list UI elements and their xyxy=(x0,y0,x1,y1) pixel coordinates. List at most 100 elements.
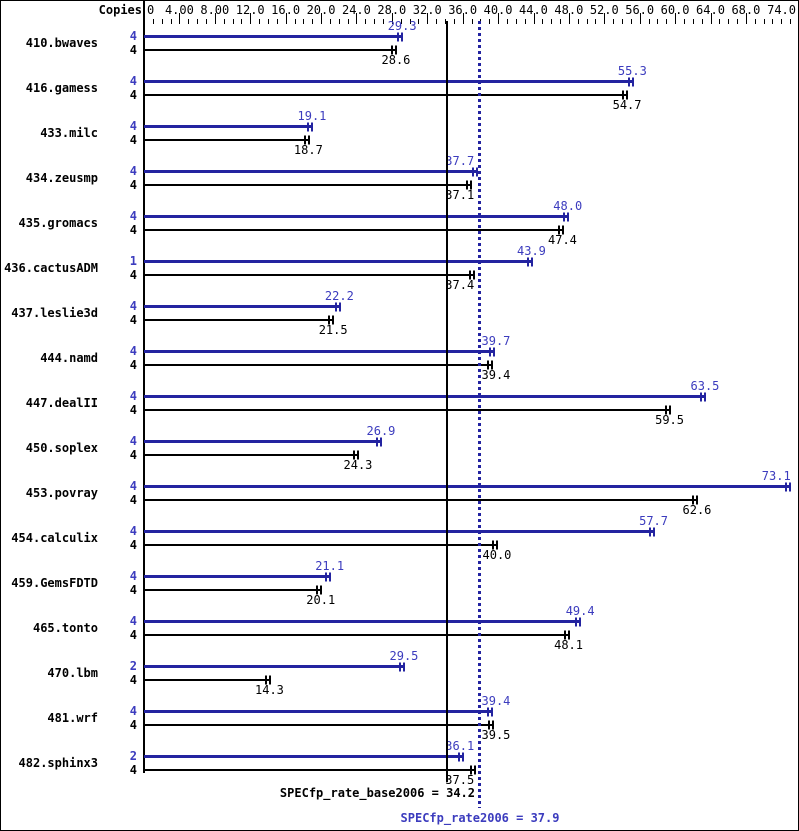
base-copies-label: 4 xyxy=(129,268,137,282)
axis-minor-tick xyxy=(515,19,517,24)
bar-end-marker xyxy=(622,90,625,100)
bar-end-marker xyxy=(473,270,475,280)
benchmark-label: 434.zeusmp xyxy=(25,171,98,185)
bar-end-marker xyxy=(561,225,564,235)
axis-tick-label: 44.0 xyxy=(519,3,548,17)
bar-end-marker xyxy=(489,347,492,356)
bar-end-marker xyxy=(328,572,331,581)
copies-column-header: Copies xyxy=(98,3,142,17)
bar-end-marker xyxy=(268,675,271,685)
axis-tick-label: 0 xyxy=(147,3,155,17)
bar-end-marker xyxy=(395,45,398,55)
axis-minor-tick xyxy=(542,19,544,24)
bar-end-marker xyxy=(696,495,699,505)
base-bar xyxy=(144,450,360,460)
peak-copies-label: 4 xyxy=(129,524,137,538)
base-bar xyxy=(144,45,398,55)
bar-end-marker xyxy=(391,45,394,55)
axis-minor-tick xyxy=(259,19,261,24)
axis-major-tick xyxy=(498,13,500,24)
axis-minor-tick xyxy=(524,19,526,24)
axis-minor-tick xyxy=(586,19,588,24)
peak-copies-label: 2 xyxy=(129,659,137,673)
peak-value-label: 29.5 xyxy=(389,649,419,663)
bar-end-marker xyxy=(380,437,383,446)
axis-minor-tick xyxy=(294,19,296,24)
bar-end-marker xyxy=(668,405,671,415)
peak-value-label: 39.7 xyxy=(481,334,511,348)
axis-tick-label: 4.00 xyxy=(164,3,194,17)
bar-end-marker xyxy=(692,495,695,505)
bar-end-marker xyxy=(328,315,331,325)
base-copies-label: 4 xyxy=(129,403,137,417)
axis-tick-label: 68.0 xyxy=(731,3,761,17)
base-bar xyxy=(144,675,271,685)
bar-end-marker xyxy=(334,302,337,311)
base-metric-reference-line xyxy=(446,21,448,782)
base-copies-label: 4 xyxy=(129,313,137,327)
axis-minor-tick xyxy=(312,19,314,24)
bar-end-marker xyxy=(470,180,473,190)
bar-end-marker xyxy=(664,405,667,415)
bar-end-marker xyxy=(627,77,630,86)
axis-major-tick xyxy=(391,13,393,24)
axis-major-tick xyxy=(568,13,570,24)
bar-end-marker xyxy=(457,752,460,761)
base-value-label: 39.4 xyxy=(481,368,511,382)
bar-end-marker xyxy=(403,662,406,671)
bar-end-marker xyxy=(566,212,569,221)
axis-minor-tick xyxy=(772,19,774,24)
base-copies-label: 4 xyxy=(129,178,137,192)
peak-value-label: 43.9 xyxy=(517,244,546,258)
base-copies-label: 4 xyxy=(129,583,137,597)
base-value-label: 37.5 xyxy=(445,773,475,787)
base-copies-label: 4 xyxy=(129,133,137,147)
bar-end-marker xyxy=(530,257,533,266)
axis-minor-tick xyxy=(577,19,579,24)
base-copies-label: 4 xyxy=(129,538,137,552)
axis-tick-label: 8.00 xyxy=(200,3,230,17)
base-copies-label: 4 xyxy=(129,448,137,462)
base-value-label: 24.3 xyxy=(343,458,373,472)
axis-minor-tick xyxy=(303,19,305,24)
axis-minor-tick xyxy=(267,19,269,24)
peak-value-label: 63.5 xyxy=(690,379,720,393)
bar-end-marker xyxy=(338,302,341,311)
peak-value-label: 29.3 xyxy=(387,19,417,33)
peak-copies-label: 4 xyxy=(129,209,137,223)
peak-copies-label: 4 xyxy=(129,299,137,313)
bar-end-marker xyxy=(469,765,472,775)
axis-major-tick xyxy=(604,13,606,24)
peak-bar xyxy=(144,122,314,131)
base-value-label: 14.3 xyxy=(255,683,284,697)
peak-bar xyxy=(144,617,582,626)
base-value-label: 40.0 xyxy=(482,548,512,562)
bar-end-marker xyxy=(700,392,703,401)
benchmark-label: 444.namd xyxy=(40,351,98,365)
base-bar xyxy=(144,720,494,730)
base-value-label: 28.6 xyxy=(381,53,411,67)
peak-bar xyxy=(144,527,655,536)
axis-minor-tick xyxy=(365,19,367,24)
axis-minor-tick xyxy=(551,19,553,24)
benchmark-label: 416.gamess xyxy=(25,81,98,95)
base-value-label: 21.5 xyxy=(318,323,348,337)
axis-minor-tick xyxy=(338,19,340,24)
axis-minor-tick xyxy=(152,19,154,24)
bar-end-marker xyxy=(307,122,310,131)
axis-minor-tick xyxy=(754,19,756,24)
axis-major-tick xyxy=(285,13,287,24)
axis-minor-tick xyxy=(223,19,225,24)
bar-end-marker xyxy=(626,90,629,100)
bar-end-marker xyxy=(563,630,566,640)
base-bar xyxy=(144,315,335,325)
benchmark-label: 459.GemsFDTD xyxy=(11,576,98,590)
base-value-label: 37.4 xyxy=(445,278,475,292)
bar-end-marker xyxy=(475,167,478,176)
peak-bar xyxy=(144,437,383,446)
axis-tick-label: 52.0 xyxy=(589,3,619,17)
peak-value-label: 19.1 xyxy=(297,109,327,123)
peak-value-label: 73.1 xyxy=(761,469,791,483)
bar-end-marker xyxy=(357,450,360,460)
